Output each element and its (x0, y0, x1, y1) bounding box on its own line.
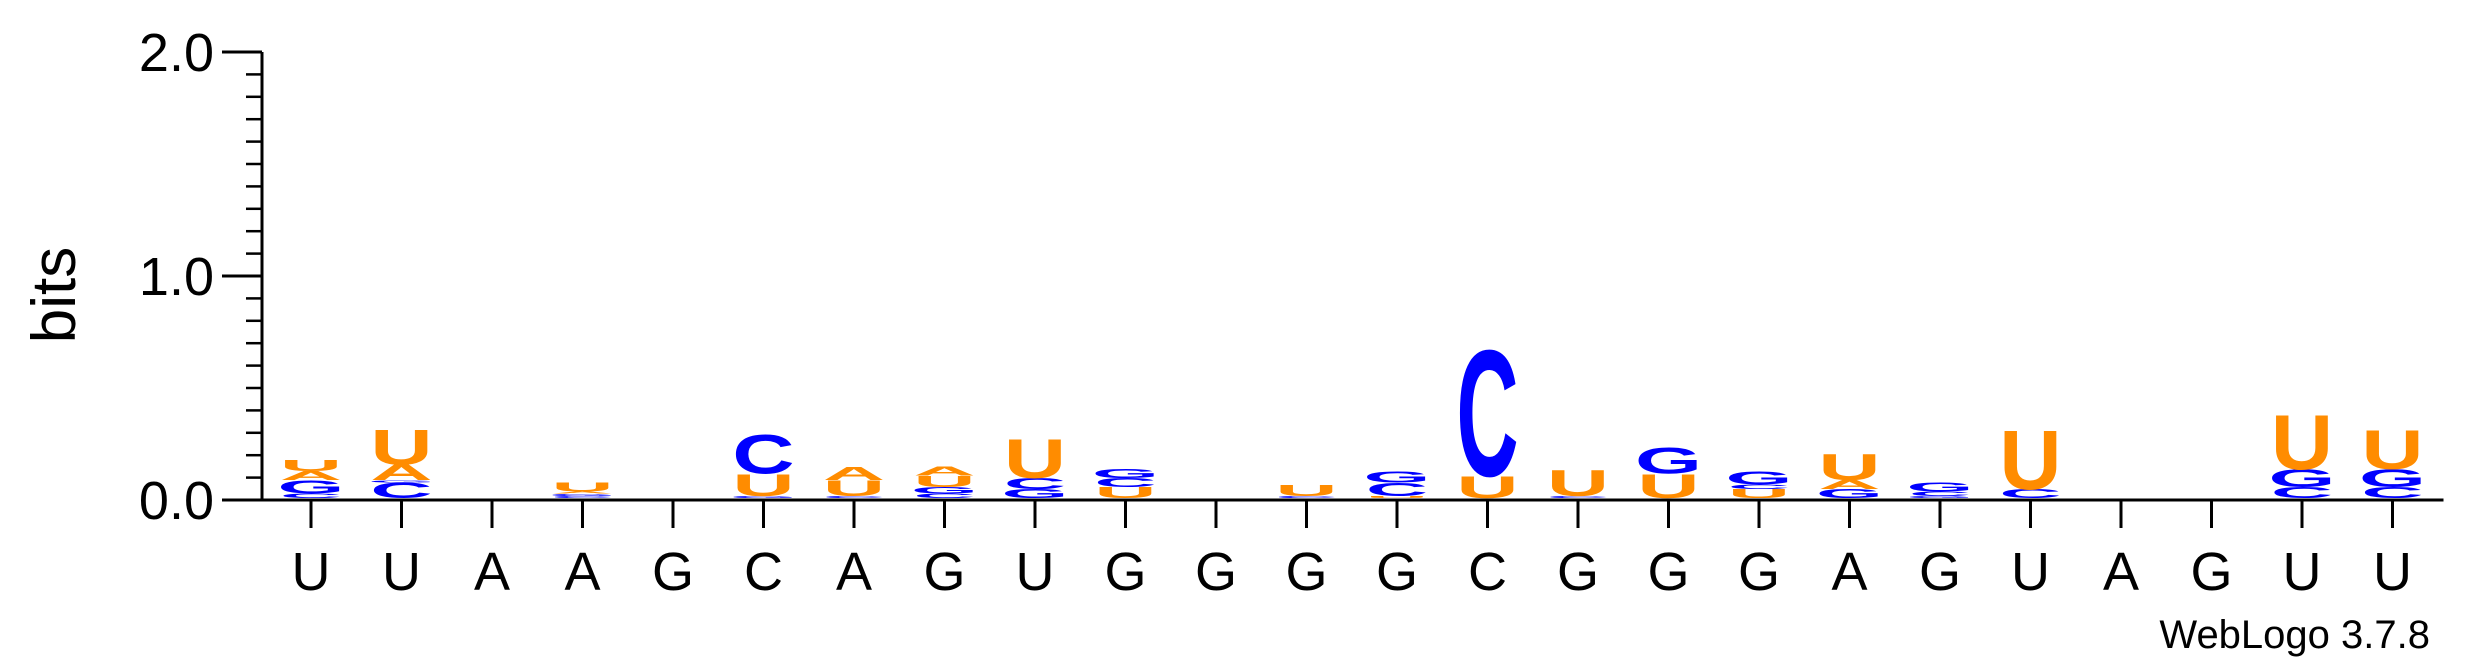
logo-letter-U: U (1999, 414, 2061, 508)
y-tick-label: 1.0 (139, 247, 214, 307)
logo-letter-U: U (732, 467, 794, 502)
x-tick-label: G (1104, 542, 1146, 602)
y-axis-label: bits (20, 247, 89, 343)
logo-letter-G: G (911, 485, 978, 495)
logo-letter-G: G (1907, 480, 1974, 494)
x-tick-label: G (1919, 542, 1961, 602)
logo-letter-C: C (1275, 495, 1337, 498)
logo-letter-C: C (1456, 312, 1518, 514)
logo-letter-U: U (1547, 463, 1609, 505)
x-tick-label: A (564, 542, 600, 602)
logo-letter-A: A (551, 491, 613, 494)
x-tick-label: U (2373, 542, 2412, 602)
logo-letter-U: U (1275, 482, 1337, 499)
logo-letter-C: C (1547, 495, 1609, 498)
logo-letter-A: A (370, 461, 432, 485)
x-tick-label: A (836, 542, 872, 602)
logo-letter-A: A (823, 464, 885, 485)
y-tick-label: 2.0 (139, 23, 214, 83)
logo-letter-G: G (278, 477, 345, 498)
x-tick-label: G (1376, 542, 1418, 602)
logo-letter-U: U (913, 473, 975, 490)
weblogo-credit: WebLogo 3.7.8 (2159, 613, 2430, 657)
logo-letter-C: C (1094, 476, 1156, 490)
x-tick-label: U (382, 542, 421, 602)
x-tick-label: U (2011, 542, 2050, 602)
logo-letter-C: C (1366, 479, 1428, 500)
logo-letter-A: A (913, 464, 975, 478)
x-tick-label: A (2103, 542, 2139, 602)
x-tick-label: U (1016, 542, 1055, 602)
logo-letter-C: C (913, 492, 975, 499)
logo-letter-G: G (1364, 468, 1431, 485)
logo-letter-C: C (551, 495, 613, 498)
x-tick-label: A (1831, 542, 1867, 602)
logo-letter-A: A (280, 469, 342, 483)
logo-letter-C: C (823, 495, 885, 498)
x-tick-label: G (923, 542, 965, 602)
logo-letter-G: G (2269, 465, 2336, 492)
logo-letter-G: G (1726, 468, 1793, 489)
x-tick-label: G (1195, 542, 1237, 602)
logo-letter-U: U (1004, 428, 1066, 490)
logo-letter-C: C (2271, 484, 2333, 501)
logo-letter-A: A (1818, 478, 1880, 492)
logo-letter-C: C (1728, 483, 1790, 490)
logo-letter-U: U (823, 476, 885, 500)
x-tick-label: G (1738, 542, 1780, 602)
logo-letter-C: C (1909, 490, 1971, 497)
x-tick-label: G (652, 542, 694, 602)
logo-letter-U: U (1818, 447, 1880, 489)
x-tick-label: A (474, 542, 510, 602)
logo-letter-C: C (1004, 475, 1066, 492)
logo-letter-C: C (2361, 484, 2423, 501)
logo-letter-G: G (1002, 487, 1069, 501)
x-tick-label: U (2283, 542, 2322, 602)
x-tick-label: G (1557, 542, 1599, 602)
logo-letter-U: U (551, 480, 613, 494)
x-tick-label: G (1647, 542, 1689, 602)
logo-letter-C: C (732, 423, 794, 485)
logo-letter-U: U (280, 457, 342, 474)
logo-letter-U: U (2361, 419, 2423, 481)
logo-letter-U: U (1366, 495, 1428, 498)
y-axis: 0.0 1.0 2.0 (139, 23, 264, 531)
logo-letter-G: G (2359, 465, 2426, 492)
x-tick-label: U (292, 542, 331, 602)
logo-letter-U: U (1094, 484, 1156, 501)
logo-letter-G: G (1092, 467, 1159, 481)
logo-letter-U: U (2271, 400, 2333, 486)
logo-letter-G: G (368, 480, 435, 483)
logo-letter-G: G (1635, 440, 1702, 482)
logo-letter-C: C (280, 492, 342, 499)
x-tick-label: G (2190, 542, 2232, 602)
logo-letter-U: U (1728, 487, 1790, 501)
logo-letter-G: G (730, 495, 797, 498)
logo-letter-U: U (370, 419, 432, 475)
logo-letter-C: C (1999, 487, 2061, 501)
x-tick-label: G (1285, 542, 1327, 602)
logo-letter-G: G (1907, 495, 1974, 498)
logo-letter-G: G (549, 493, 616, 496)
x-tick-label: C (744, 542, 783, 602)
logo-letter-G: G (1816, 487, 1883, 501)
y-tick-label: 0.0 (139, 471, 214, 531)
x-tick-label: C (1468, 542, 1507, 602)
